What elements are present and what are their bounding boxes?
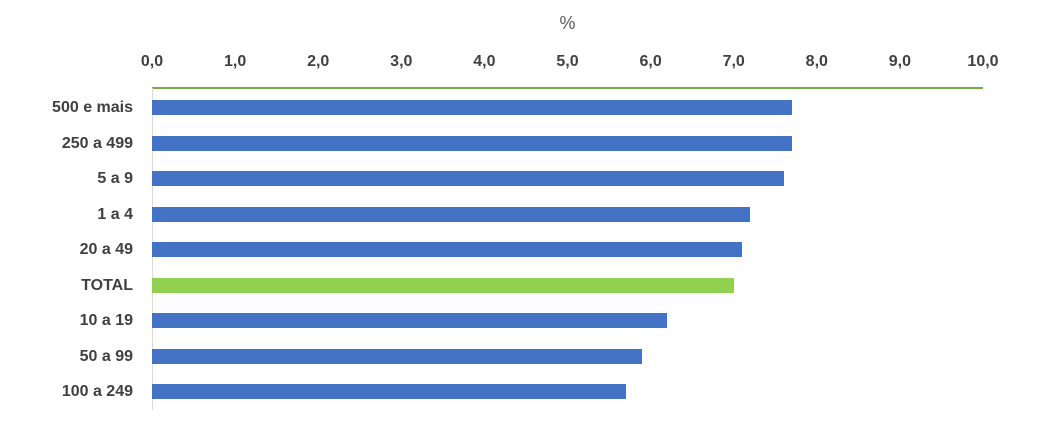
- x-axis: 0,0 1,0 2,0 3,0 4,0 5,0 6,0 7,0 8,0 9,0 10,0: [0, 51, 1052, 73]
- bar: [152, 171, 784, 187]
- x-axis-tick-label: 3,0: [390, 53, 413, 70]
- bar: [152, 384, 626, 400]
- x-axis-tick-label: 7,0: [722, 53, 745, 70]
- x-axis-tick-label: 0,0: [140, 53, 164, 70]
- chart-row: TOTAL: [0, 268, 1052, 304]
- chart-row: 5 a 9: [0, 161, 1052, 197]
- chart-row: 100 a 249: [0, 374, 1052, 410]
- chart-row: 50 a 99: [0, 339, 1052, 375]
- category-label: 50 a 99: [79, 347, 133, 365]
- value-axis-line: [152, 87, 983, 89]
- chart-row: 250 a 499: [0, 126, 1052, 162]
- bar: [152, 100, 792, 116]
- category-label: 100 a 249: [61, 383, 133, 400]
- category-label: 5 a 9: [97, 170, 133, 187]
- chart-row: 500 e mais: [0, 90, 1052, 126]
- bar: [152, 348, 643, 364]
- category-label: 1 a 4: [97, 205, 133, 223]
- category-label: 500 e mais: [52, 99, 133, 116]
- chart-row: 20 a 49: [0, 232, 1052, 268]
- x-axis-tick-label: 5,0: [556, 53, 579, 70]
- chart-title: %: [559, 13, 576, 33]
- x-axis-tick-label: 2,0: [307, 53, 330, 70]
- x-axis-tick-label: 10,0: [967, 53, 999, 70]
- x-axis-tick-label: 4,0: [473, 53, 496, 70]
- x-axis-tick-label: 8,0: [805, 53, 828, 70]
- bar: [152, 313, 668, 329]
- bar: [152, 206, 751, 222]
- bar: [152, 135, 792, 151]
- x-axis-tick-label: 1,0: [223, 53, 247, 70]
- chart-row: 10 a 19: [0, 303, 1052, 339]
- category-label: 20 a 49: [79, 241, 133, 258]
- category-label: 10 a 19: [79, 312, 133, 329]
- bar: [152, 242, 742, 258]
- x-axis-tick-label: 9,0: [888, 53, 912, 70]
- category-label: 250 a 499: [61, 134, 133, 152]
- chart-row: 1 a 4: [0, 197, 1052, 233]
- x-axis-tick-label: 6,0: [639, 53, 662, 70]
- total-bar: [152, 277, 734, 293]
- category-label: TOTAL: [81, 276, 133, 294]
